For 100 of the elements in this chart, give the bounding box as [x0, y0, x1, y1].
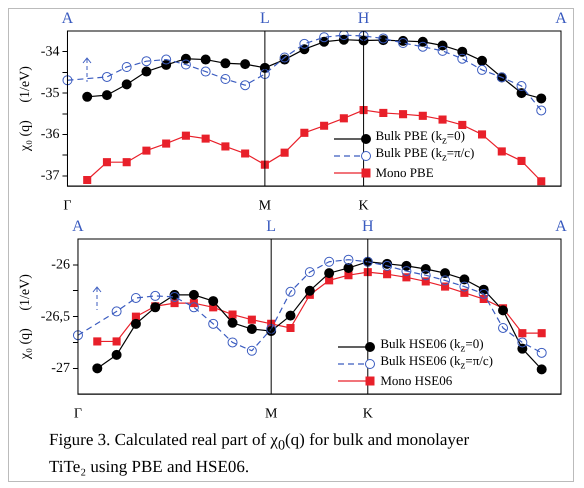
point — [457, 54, 468, 64]
point — [418, 112, 427, 120]
x-tick-label: M — [264, 406, 278, 422]
point — [93, 337, 102, 346]
point — [537, 177, 546, 186]
point — [286, 310, 296, 321]
point — [398, 38, 408, 48]
point — [498, 322, 508, 333]
point — [62, 75, 72, 86]
y-tick-label: -34 — [40, 44, 60, 60]
point — [208, 296, 218, 306]
point — [477, 64, 488, 75]
point — [112, 350, 122, 360]
point — [180, 60, 191, 70]
point — [304, 267, 315, 278]
point — [130, 292, 141, 303]
y-tick-label: -35 — [40, 86, 60, 101]
point — [182, 132, 190, 140]
point — [498, 147, 506, 156]
point — [102, 90, 112, 100]
y-tick-label: -26,5 — [40, 309, 70, 324]
point — [536, 105, 546, 116]
point — [320, 122, 328, 130]
point — [319, 32, 330, 42]
point — [188, 302, 199, 312]
point — [260, 69, 270, 80]
point — [343, 262, 354, 273]
point — [241, 149, 250, 158]
point — [418, 42, 428, 52]
x-tick-label: M — [258, 198, 272, 214]
point — [228, 310, 237, 319]
point — [102, 72, 112, 82]
point — [141, 56, 152, 66]
legend-label: Bulk HSE06 (k$_{z}$=0) — [380, 336, 484, 355]
text: L — [266, 218, 276, 236]
point — [228, 337, 238, 348]
point — [459, 274, 470, 284]
point — [477, 56, 488, 66]
text: H — [362, 218, 374, 236]
point — [72, 330, 83, 340]
text: A — [62, 10, 74, 28]
point — [208, 318, 218, 329]
point — [92, 363, 102, 374]
point — [246, 324, 257, 334]
point — [240, 59, 250, 70]
legend-label: Mono PBE — [376, 164, 434, 182]
point — [220, 58, 230, 68]
point — [438, 46, 448, 56]
point — [246, 346, 257, 356]
point — [112, 306, 122, 316]
point — [130, 318, 141, 329]
point — [221, 142, 230, 151]
text: A — [72, 218, 84, 236]
y-tick-label: -26 — [51, 258, 70, 273]
point — [300, 128, 308, 137]
point — [240, 80, 250, 90]
point — [122, 158, 131, 166]
point — [536, 364, 547, 374]
x-tick-label: Γ — [63, 198, 72, 214]
point — [200, 66, 211, 77]
point — [438, 116, 447, 124]
point — [518, 329, 526, 338]
y-tick-label: -36 — [40, 127, 60, 142]
legend-label: Mono HSE06 — [380, 372, 452, 390]
legend-label: Bulk PBE (k$_{z}$=0) — [376, 128, 465, 147]
point — [498, 305, 508, 316]
point — [280, 52, 290, 62]
point — [299, 38, 310, 49]
point — [399, 110, 408, 118]
point — [122, 79, 132, 90]
point — [516, 81, 527, 92]
point — [458, 120, 466, 129]
point — [379, 108, 388, 117]
point — [324, 268, 334, 278]
point — [383, 270, 392, 278]
legend-label: Bulk HSE06 (k$_{z}$=π/c) — [380, 352, 493, 374]
point — [142, 146, 150, 155]
x-tick-label: K — [362, 406, 373, 422]
point — [340, 114, 348, 122]
point — [220, 74, 230, 84]
text: L — [260, 10, 270, 28]
text: H — [358, 10, 370, 28]
point — [538, 329, 546, 338]
point — [338, 31, 349, 40]
point — [536, 93, 546, 104]
y-tick-label: -37 — [40, 168, 60, 184]
point — [517, 337, 528, 348]
point — [517, 156, 526, 165]
point — [286, 286, 296, 297]
point — [83, 176, 92, 184]
point — [478, 288, 489, 299]
point — [228, 318, 238, 328]
point — [401, 266, 412, 276]
text: Figure 3. Calculated real part of χ$_{0}$(q) for bulk and monolayer TiTe₂ using PBE and HSE06. — [49, 430, 470, 476]
point — [200, 54, 211, 65]
text: A — [555, 218, 568, 236]
point — [420, 270, 431, 280]
point — [304, 286, 315, 296]
point — [122, 62, 132, 72]
point — [280, 148, 289, 157]
